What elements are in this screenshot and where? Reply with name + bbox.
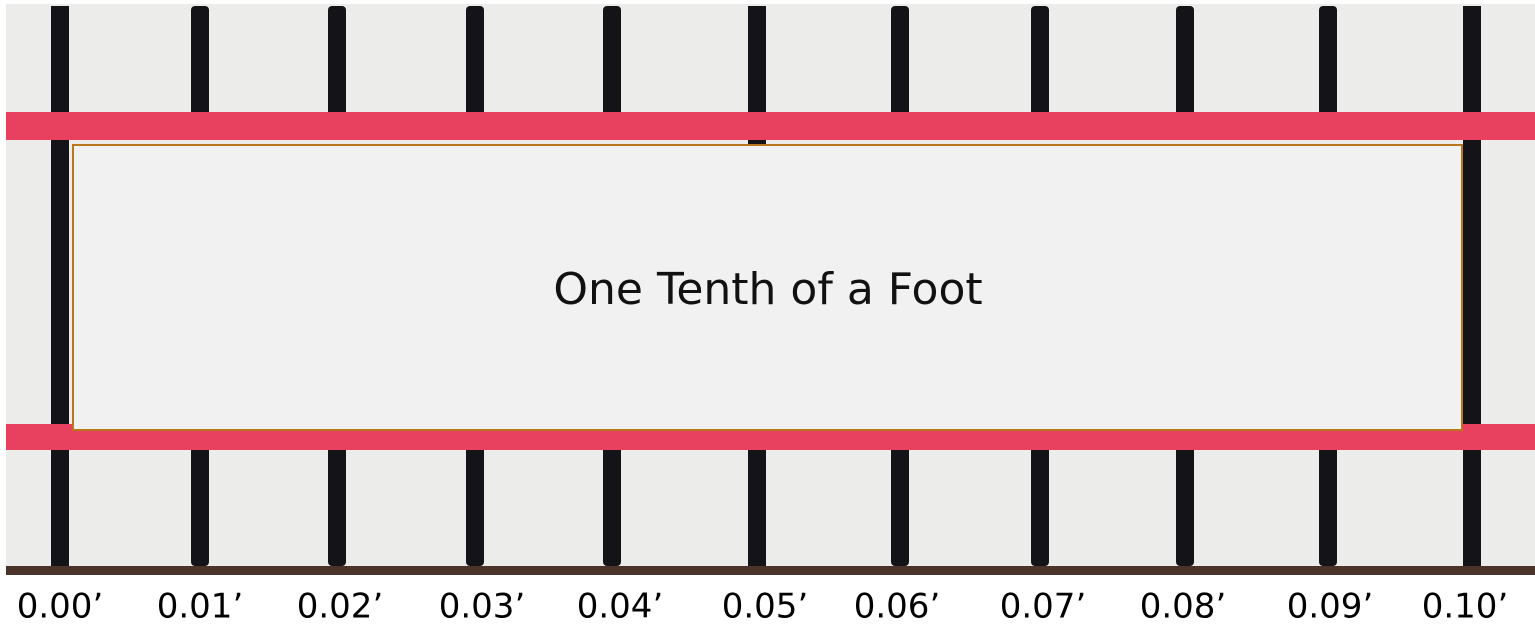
minor-tick	[328, 444, 346, 566]
minor-tick	[1031, 6, 1049, 116]
scale-label: 0.08’	[1140, 587, 1227, 627]
major-tick	[1463, 6, 1481, 566]
minor-tick	[466, 6, 484, 116]
scale-label: 0.07’	[1000, 587, 1087, 627]
minor-tick	[191, 444, 209, 566]
major-tick	[51, 6, 69, 566]
minor-tick	[1319, 6, 1337, 116]
minor-tick	[1319, 444, 1337, 566]
minor-tick	[1176, 444, 1194, 566]
scale-label: 0.04’	[577, 587, 664, 627]
minor-tick	[891, 444, 909, 566]
minor-tick	[1176, 6, 1194, 116]
ruler-edge	[6, 566, 1535, 575]
minor-tick	[1031, 444, 1049, 566]
red-line-top	[6, 112, 1535, 140]
scale-labels: 0.00’ 0.01’ 0.02’ 0.03’ 0.04’ 0.05’ 0.06’ 0.07’…	[17, 587, 1509, 627]
scale-label: 0.01’	[157, 587, 244, 627]
minor-tick	[603, 444, 621, 566]
minor-tick	[328, 6, 346, 116]
scale-label: 0.03’	[439, 587, 526, 627]
minor-tick	[603, 6, 621, 116]
scale-label: 0.00’	[17, 587, 104, 627]
box-text: One Tenth of a Foot	[553, 264, 982, 315]
minor-tick	[191, 6, 209, 116]
scale-label: 0.10’	[1422, 587, 1509, 627]
page: One Tenth of a Foot 0.00’ 0.01’ 0.02’ 0.03’…	[0, 0, 1535, 634]
slide: One Tenth of a Foot 0.00’ 0.01’ 0.02’ 0.03’…	[0, 0, 1535, 634]
scale-label: 0.06’	[854, 587, 941, 627]
scale-label: 0.05’	[722, 587, 809, 627]
scale-label: 0.09’	[1287, 587, 1374, 627]
minor-tick	[891, 6, 909, 116]
minor-tick	[466, 444, 484, 566]
scale-label: 0.02’	[297, 587, 384, 627]
